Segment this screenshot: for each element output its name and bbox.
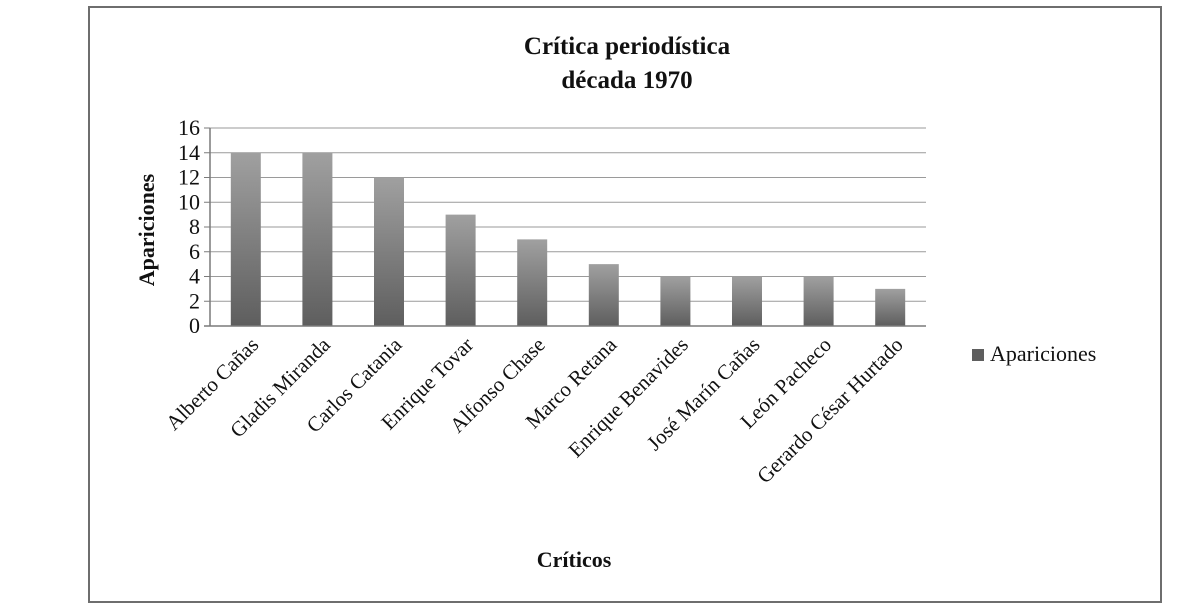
bar-alfonso-chase	[517, 239, 548, 326]
chart-title-line-2: década 1970	[561, 67, 692, 94]
y-tick-label: 16	[178, 115, 200, 140]
y-tick-label: 6	[189, 239, 200, 264]
x-category-label: Enrique Benavides	[563, 333, 693, 463]
legend: Apariciones	[972, 341, 1096, 366]
y-tick-label: 12	[178, 165, 200, 190]
chart-title: Crítica periodística década 1970	[524, 33, 731, 94]
y-tick-label: 4	[189, 264, 200, 289]
bar-josé-marín-cañas	[732, 276, 762, 326]
legend-label: Apariciones	[990, 341, 1096, 366]
legend-swatch	[972, 349, 984, 361]
chart-title-line-1: Crítica periodística	[524, 33, 731, 60]
bar-alberto-cañas	[230, 152, 261, 326]
bar-chart: Crítica periodística década 1970 0246810…	[134, 33, 1096, 572]
bar-gerardo-césar-hurtado	[875, 288, 906, 326]
y-tick-label: 10	[178, 189, 200, 214]
bar-león-pacheco	[803, 276, 834, 326]
bar-enrique-tovar	[445, 214, 476, 326]
axes	[204, 128, 926, 327]
bar-gladis-miranda	[302, 152, 333, 326]
bar-carlos-catania	[374, 177, 404, 326]
bar-enrique-benavides	[660, 276, 691, 326]
bar-marco-retana	[588, 264, 619, 326]
y-axis-title: Apariciones	[134, 173, 159, 286]
y-tick-label: 2	[189, 288, 200, 313]
x-axis-title: Críticos	[537, 547, 612, 572]
y-tick-label: 0	[189, 313, 200, 338]
x-category-label: Gerardo César Hurtado	[752, 333, 908, 489]
y-tick-label: 8	[189, 214, 200, 239]
bars	[230, 152, 906, 326]
chart-frame: Crítica periodística década 1970 0 2 4 6 8 10…	[88, 6, 1162, 603]
y-tick-label: 14	[178, 140, 200, 165]
